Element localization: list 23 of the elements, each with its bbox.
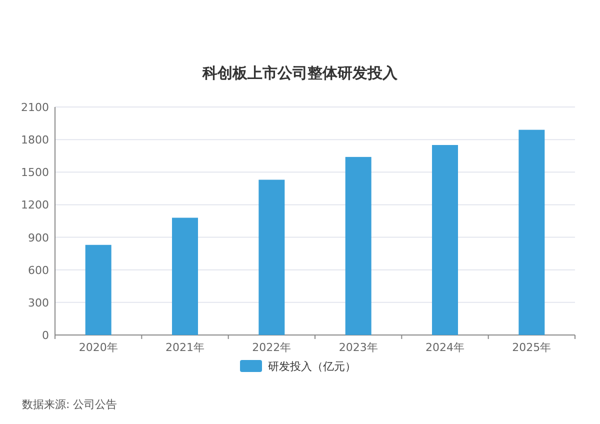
y-tick-label: 600 <box>28 264 49 277</box>
y-tick-label: 1800 <box>21 134 49 147</box>
y-tick-label: 2100 <box>21 101 49 114</box>
bar <box>432 145 458 335</box>
x-tick-label: 2024年 <box>426 341 464 354</box>
y-tick-label: 300 <box>28 296 49 310</box>
bar <box>172 218 198 335</box>
x-tick-label: 2021年 <box>166 341 204 354</box>
y-tick-label: 1200 <box>21 198 49 212</box>
x-tick-label: 2023年 <box>338 341 378 354</box>
x-tick-label: 2020年 <box>78 341 118 354</box>
chart-title: 科创板上市公司整体研发投入 <box>202 64 398 82</box>
x-tick-label: 2025年 <box>512 341 552 354</box>
legend-label: 研发投入（亿元） <box>268 360 356 373</box>
x-tick-label: 2022年 <box>252 341 292 354</box>
bar <box>518 130 545 335</box>
bar <box>345 156 372 335</box>
y-tick-label: 900 <box>28 231 49 244</box>
y-tick-label: 1500 <box>21 166 49 180</box>
bar <box>258 180 285 335</box>
bar <box>85 244 112 335</box>
y-tick-label: 0 <box>42 329 49 342</box>
source-note: 数据来源: 公司公告 <box>22 398 118 411</box>
